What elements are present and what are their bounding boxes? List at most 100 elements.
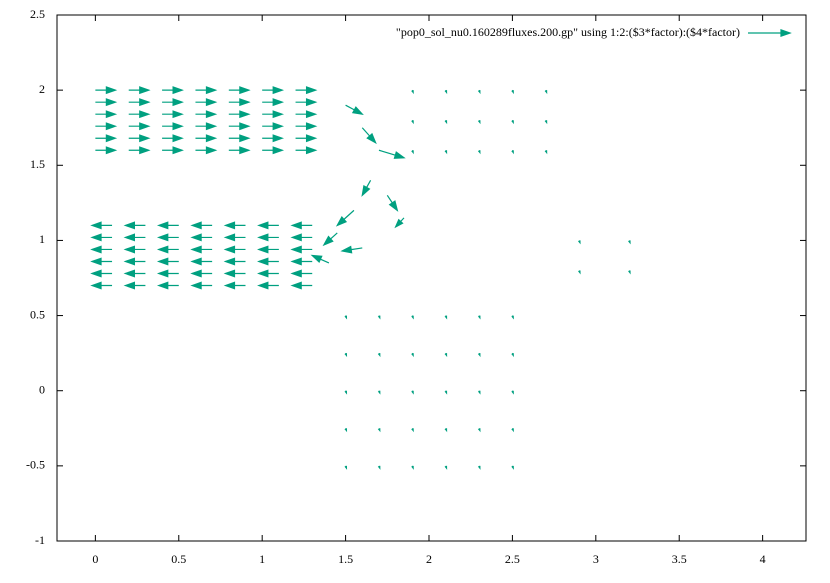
vector-arrow xyxy=(511,150,514,155)
vector-arrow xyxy=(90,257,113,266)
vector-arrow xyxy=(477,428,481,433)
vector-arrow xyxy=(162,134,184,143)
vector-arrow xyxy=(123,281,146,290)
vector-arrow xyxy=(156,281,179,290)
y-tick-label: 1 xyxy=(39,232,45,246)
vector-arrow xyxy=(223,245,246,254)
vector-arrow xyxy=(95,146,118,155)
vector-arrow xyxy=(411,428,414,433)
vector-arrow xyxy=(444,315,448,320)
vector-arrow xyxy=(444,390,448,395)
vector-arrow xyxy=(411,465,414,470)
vector-arrow xyxy=(444,428,448,433)
vector-arrow xyxy=(257,245,279,254)
vector-arrow xyxy=(223,233,246,242)
vector-arrow xyxy=(477,352,481,358)
vector-arrow xyxy=(295,122,318,131)
vector-arrow xyxy=(477,315,481,320)
vector-arrow xyxy=(90,269,113,278)
vector-arrow xyxy=(128,134,151,143)
vector-arrow xyxy=(190,257,213,266)
x-tick-label: 1.5 xyxy=(338,552,353,566)
vector-arrow xyxy=(156,257,179,266)
vector-arrow xyxy=(257,269,279,278)
vector-arrow xyxy=(223,257,246,266)
vector-arrow xyxy=(544,119,548,125)
vector-arrow xyxy=(295,98,318,107)
x-tick-label: 1 xyxy=(259,552,265,566)
vector-arrow xyxy=(378,149,406,159)
vector-arrow xyxy=(377,315,381,320)
vector-arrow xyxy=(190,281,213,290)
y-tick-label: -0.5 xyxy=(26,458,45,472)
vector-arrow xyxy=(228,122,251,131)
vector-arrow xyxy=(477,465,481,470)
vector-arrow xyxy=(628,240,631,245)
x-tick-label: 3.5 xyxy=(672,552,687,566)
vector-arrow xyxy=(90,233,113,242)
vector-arrow xyxy=(444,465,448,470)
vector-arrow xyxy=(411,352,414,358)
vector-arrow xyxy=(223,281,246,290)
vector-arrow xyxy=(394,217,405,229)
vector-arrow xyxy=(262,86,285,95)
vector-arrow xyxy=(310,254,330,264)
x-tick-label: 3 xyxy=(593,552,599,566)
vector-arrow xyxy=(162,122,184,131)
vector-arrow xyxy=(262,122,285,131)
vector-arrow xyxy=(411,315,414,320)
vector-arrow xyxy=(577,240,581,245)
y-tick-label: 0 xyxy=(39,382,45,396)
vector-arrow xyxy=(290,269,313,278)
vector-arrow xyxy=(544,89,548,95)
vector-arrow xyxy=(95,110,118,119)
vector-arrow xyxy=(123,233,146,242)
vector-arrow xyxy=(444,352,448,358)
vector-arrow xyxy=(295,110,318,119)
vector-arrow xyxy=(377,352,381,358)
vector-arrow xyxy=(511,119,514,125)
vector-arrow xyxy=(128,110,151,119)
vector-arrow xyxy=(128,98,151,107)
vector-arrow xyxy=(377,390,381,395)
vector-arrow xyxy=(544,150,548,155)
x-tick-label: 2.5 xyxy=(505,552,520,566)
vector-arrow xyxy=(190,221,213,230)
vector-arrow xyxy=(340,245,363,254)
vector-arrow xyxy=(477,150,481,155)
vector-arrow xyxy=(322,232,338,247)
vector-arrow xyxy=(195,110,218,119)
vector-arrow xyxy=(511,89,514,95)
y-tick-label: 2.5 xyxy=(30,7,45,21)
vector-arrow xyxy=(262,146,285,155)
vector-arrow xyxy=(477,89,481,95)
vector-arrow xyxy=(123,269,146,278)
vector-arrow xyxy=(162,110,184,119)
vector-arrow xyxy=(290,245,313,254)
vector-arrow xyxy=(156,233,179,242)
vector-arrow xyxy=(377,465,381,470)
vector-arrow xyxy=(290,281,313,290)
vector-arrow xyxy=(290,233,313,242)
vector-arrow xyxy=(262,134,285,143)
vector-arrow xyxy=(156,269,179,278)
vector-arrow xyxy=(377,428,381,433)
vector-arrow xyxy=(444,119,448,125)
legend-label: "pop0_sol_nu0.160289fluxes.200.gp" using… xyxy=(396,25,740,39)
vector-arrow xyxy=(361,180,372,197)
vector-arrow xyxy=(257,257,279,266)
vector-arrow xyxy=(511,315,514,320)
vector-arrow xyxy=(190,245,213,254)
vector-arrow xyxy=(228,134,251,143)
plot-frame xyxy=(56,14,807,542)
vector-arrow xyxy=(128,86,151,95)
x-tick-label: 2 xyxy=(426,552,432,566)
vector-arrow xyxy=(223,269,246,278)
vector-arrow xyxy=(477,390,481,395)
vector-arrow xyxy=(128,122,151,131)
y-tick-label: -1 xyxy=(35,533,45,547)
vector-arrow xyxy=(344,428,348,433)
vector-arrow xyxy=(344,390,348,395)
